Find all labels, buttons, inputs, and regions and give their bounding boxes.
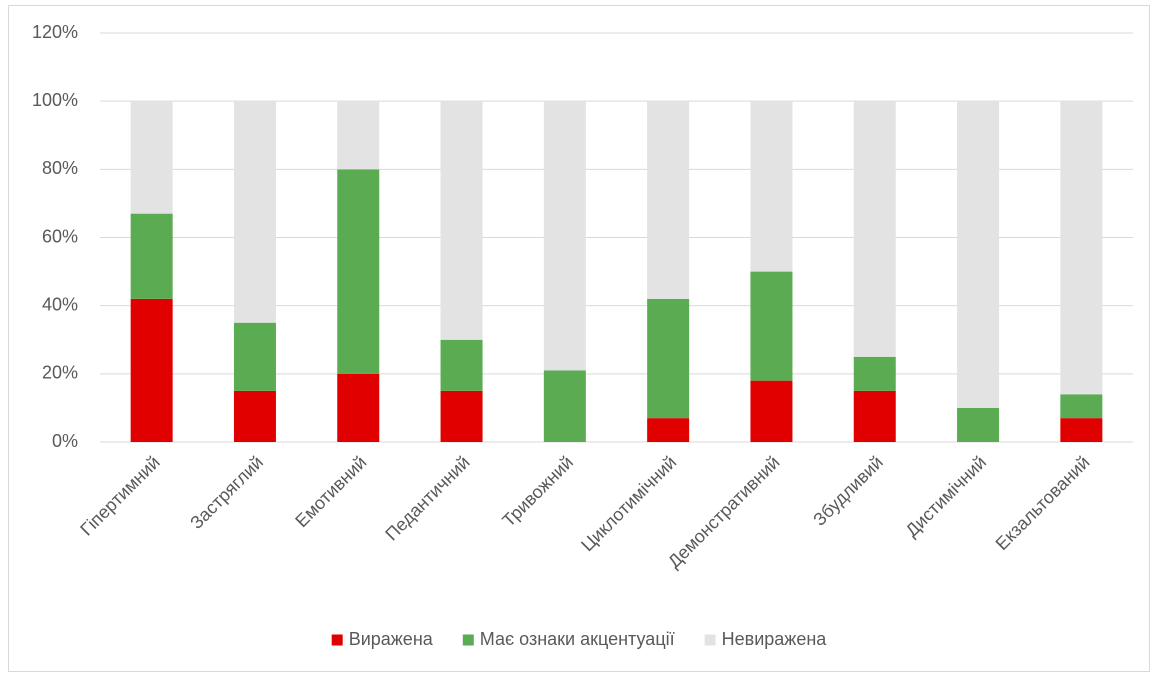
bar-segment (647, 101, 690, 299)
bar-segment (957, 407, 1000, 442)
bar-segment (957, 101, 1000, 408)
bar-segment (130, 101, 173, 214)
bar-segment (853, 390, 896, 442)
legend-item: Невиражена (704, 629, 828, 649)
bar-segment (647, 298, 690, 419)
y-tick-label: 0% (52, 431, 78, 451)
legend-swatch (704, 634, 716, 646)
legend-swatch (331, 634, 343, 646)
y-tick-label: 20% (42, 363, 78, 383)
bar-segment (543, 370, 586, 442)
bar-segment (853, 101, 896, 357)
bar-segment (1060, 418, 1103, 442)
bar-segment (750, 271, 793, 381)
bar-segment (233, 390, 276, 442)
legend-label: Має ознаки акцентуації (480, 629, 675, 649)
legend-item: Виражена (331, 629, 434, 649)
legend-label: Невиражена (722, 629, 828, 649)
legend-swatch (462, 634, 474, 646)
legend-item: Має ознаки акцентуації (462, 629, 675, 649)
bar-segment (750, 101, 793, 272)
bar-segment (440, 339, 483, 391)
bar-segment (440, 101, 483, 340)
bar-segment (337, 169, 380, 374)
y-tick-label: 120% (32, 22, 78, 42)
bar-segment (440, 390, 483, 442)
y-tick-label: 60% (42, 226, 78, 246)
bar-segment (130, 298, 173, 442)
bar-segment (543, 101, 586, 371)
y-tick-label: 80% (42, 158, 78, 178)
bar-segment (853, 356, 896, 391)
bar-segment (337, 373, 380, 442)
y-tick-label: 100% (32, 90, 78, 110)
bar-segment (233, 322, 276, 391)
legend-label: Виражена (349, 629, 434, 649)
bar-segment (1060, 101, 1103, 395)
bar-segment (337, 101, 380, 170)
bar-segment (233, 101, 276, 323)
bar-segment (1060, 394, 1103, 419)
y-tick-label: 40% (42, 294, 78, 314)
bar-segment (130, 213, 173, 299)
bar-segment (647, 418, 690, 442)
bar-segment (750, 380, 793, 442)
